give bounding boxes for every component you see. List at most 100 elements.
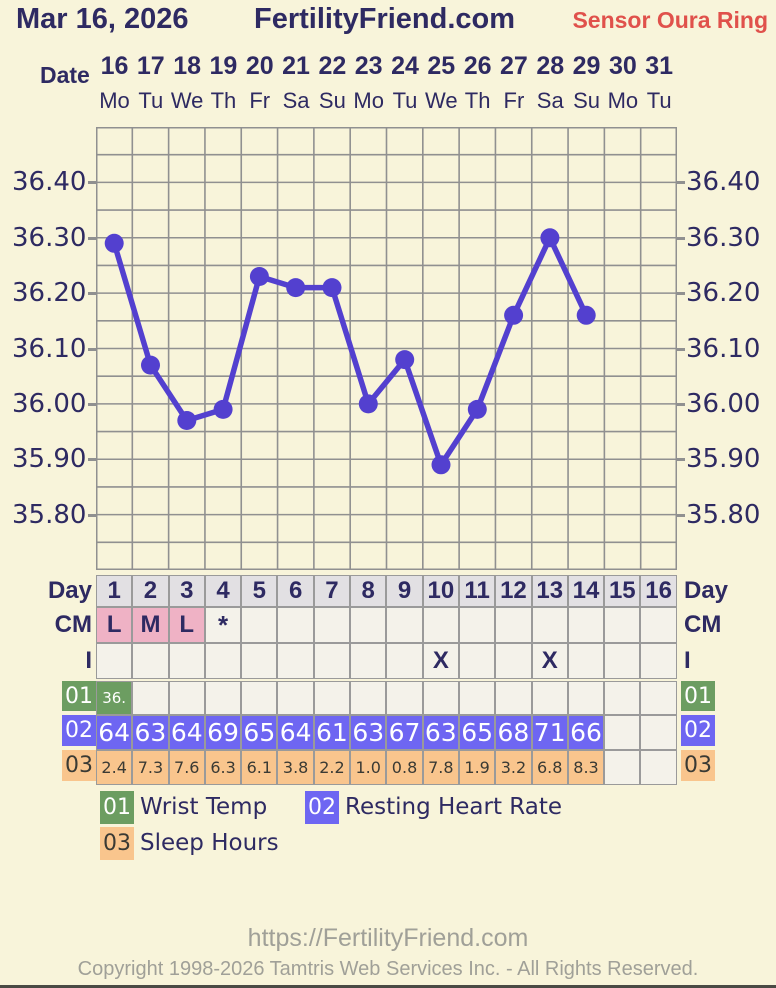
- cm-cell: [458, 607, 496, 643]
- data-cell-03: 6.3: [204, 750, 242, 785]
- data-cell-03: 1.0: [350, 750, 387, 785]
- temperature-point: [322, 278, 342, 298]
- day-header-cell: 5: [241, 575, 278, 607]
- weekday-label: Tu: [392, 88, 418, 113]
- data-cell-03: [640, 750, 677, 785]
- day-header-cell: 13: [531, 575, 568, 607]
- y-tick-label-right: 35.80: [686, 499, 761, 530]
- date-row-label: Date: [40, 62, 90, 88]
- date-number: 26: [463, 52, 492, 80]
- y-tick-label-left: 36.00: [12, 388, 87, 419]
- data-cell-03: 7.8: [422, 750, 459, 785]
- y-tick-mark: [677, 402, 685, 406]
- data-cell-01: [132, 681, 169, 715]
- y-tick-mark: [677, 292, 685, 296]
- weekday-label: Mo: [353, 88, 384, 113]
- day-header-cell: 8: [350, 575, 387, 607]
- cm-cell: [241, 607, 278, 643]
- date-number: 20: [245, 52, 274, 80]
- data-cell-02: 69: [204, 715, 242, 750]
- temp-line-chart-svg: [94, 125, 679, 572]
- cm-cell: [277, 607, 314, 643]
- date-number: 22: [318, 52, 347, 80]
- cm-cell: L: [168, 607, 205, 643]
- weekday-label: We: [425, 88, 458, 113]
- weekday-label: Su: [573, 88, 601, 113]
- row-03-badge-right: 03: [681, 750, 715, 781]
- data-cell-01: [531, 681, 568, 715]
- day-header-row: 1 2 3 4 5 6 7 8 9 10 11 12 13 14 15 16: [96, 575, 677, 607]
- y-tick-label-left: 36.10: [12, 333, 87, 364]
- data-cell-01: [495, 681, 532, 715]
- data-cell-02: 65: [458, 715, 496, 750]
- legend-label-01: Wrist Temp: [140, 794, 268, 820]
- weekday-label: Mo: [99, 88, 130, 113]
- y-tick-mark: [88, 292, 96, 296]
- intercourse-cell: [168, 643, 205, 679]
- y-tick-label-left: 36.40: [12, 167, 87, 198]
- data-cell-01: [640, 681, 677, 715]
- temperature-point: [504, 305, 524, 325]
- date-number: 19: [209, 52, 238, 80]
- temperature-point: [358, 394, 378, 414]
- temperature-point: [431, 455, 451, 475]
- data-cell-02: 64: [96, 715, 133, 750]
- day-header-cell: 12: [495, 575, 532, 607]
- data-cell-02: 66: [567, 715, 605, 750]
- y-tick-label-right: 36.20: [686, 278, 761, 309]
- cm-cell: [313, 607, 351, 643]
- intercourse-cell: [350, 643, 387, 679]
- intercourse-cell: [640, 643, 677, 679]
- y-tick-mark: [88, 347, 96, 351]
- data-cell-01: [458, 681, 496, 715]
- date-number: 27: [500, 52, 528, 80]
- y-tick-label-left: 35.80: [12, 499, 87, 530]
- data-cell-02: 71: [531, 715, 568, 750]
- weekday-label: Tu: [646, 88, 672, 113]
- data-cell-03: 8.3: [567, 750, 605, 785]
- day-header-cell: 1: [96, 575, 133, 607]
- temperature-point: [467, 399, 487, 419]
- temperature-point: [576, 305, 596, 325]
- y-tick-label-right: 36.10: [686, 333, 761, 364]
- data-cell-01: [313, 681, 351, 715]
- weekday-label: Th: [464, 88, 491, 113]
- data-cell-02: 64: [277, 715, 314, 750]
- y-tick-mark: [677, 181, 685, 185]
- data-cell-01: [350, 681, 387, 715]
- temperature-point: [395, 350, 415, 370]
- y-tick-label-right: 35.90: [686, 444, 761, 475]
- data-cell-03: 2.2: [313, 750, 351, 785]
- y-tick-mark: [88, 513, 96, 517]
- date-number: 30: [608, 52, 637, 80]
- intercourse-cell: [241, 643, 278, 679]
- day-header-cell: 15: [604, 575, 641, 607]
- weekday-label: Tu: [138, 88, 164, 113]
- intercourse-row-label-right: I: [684, 647, 691, 674]
- data-cell-02: [604, 715, 641, 750]
- site-title: FertilityFriend.com: [254, 3, 516, 35]
- date-number: 16: [100, 52, 129, 80]
- data-cell-03: 2.4: [96, 750, 133, 785]
- data-cell-01: [168, 681, 205, 715]
- temperature-point: [249, 267, 269, 286]
- data-cell-03: [604, 750, 641, 785]
- cm-cell: L: [96, 607, 133, 643]
- weekday-label: Sa: [536, 88, 564, 113]
- data-cell-03: 3.2: [495, 750, 532, 785]
- date-number: 31: [645, 52, 674, 80]
- legend-badge-02: 02: [305, 791, 339, 824]
- intercourse-row-label-left: I: [85, 647, 92, 674]
- intercourse-cell: [313, 643, 351, 679]
- day-header-cell: 11: [458, 575, 496, 607]
- row-02-badge-right: 02: [681, 715, 715, 746]
- date-number: 25: [427, 52, 456, 80]
- footer-url: https://FertilityFriend.com: [247, 924, 529, 952]
- intercourse-cell: [204, 643, 242, 679]
- data-cell-01: [422, 681, 459, 715]
- y-tick-mark: [677, 347, 685, 351]
- legend-badge-01: 01: [100, 791, 134, 824]
- day-header-cell: 6: [277, 575, 314, 607]
